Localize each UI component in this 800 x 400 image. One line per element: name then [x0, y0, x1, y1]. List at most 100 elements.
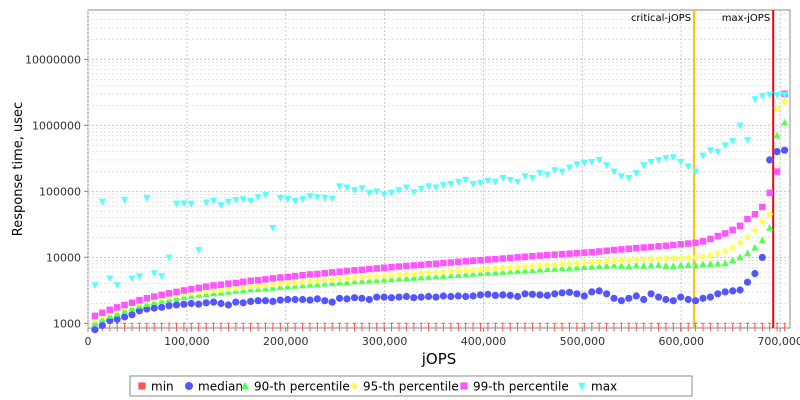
data-point — [558, 264, 566, 272]
data-point — [528, 290, 537, 298]
data-point — [425, 183, 433, 191]
data-point — [633, 244, 640, 252]
data-point — [217, 286, 225, 294]
data-series — [91, 90, 789, 334]
data-point — [217, 281, 225, 288]
data-point — [395, 293, 403, 301]
data-point — [121, 313, 129, 321]
data-point — [766, 210, 774, 218]
data-point — [506, 176, 514, 184]
data-point — [506, 291, 514, 299]
data-point — [692, 253, 700, 261]
data-point — [670, 241, 677, 249]
data-point — [239, 283, 247, 291]
data-point — [425, 269, 433, 277]
x-tick-label: 500,000 — [560, 335, 606, 348]
data-point — [128, 275, 136, 283]
data-point — [358, 266, 366, 273]
data-point — [662, 155, 670, 162]
y-tick-label: 10000 — [46, 251, 81, 264]
data-point — [543, 261, 551, 269]
data-point — [366, 265, 373, 273]
data-point — [239, 299, 247, 307]
data-point — [343, 274, 351, 282]
data-point — [647, 261, 655, 269]
data-point — [707, 235, 714, 243]
data-point — [781, 92, 789, 99]
data-point — [425, 292, 433, 301]
data-point — [462, 176, 470, 184]
data-point — [425, 261, 432, 268]
data-point — [514, 292, 522, 301]
data-point — [588, 258, 596, 266]
data-point — [187, 299, 195, 308]
x-tick-label: 700,000 — [757, 335, 800, 348]
data-point — [699, 252, 707, 261]
data-point — [647, 243, 655, 251]
data-point — [580, 160, 588, 167]
data-point — [477, 257, 484, 264]
data-point — [551, 264, 559, 272]
data-point — [387, 294, 396, 302]
data-point — [684, 261, 692, 269]
data-point — [195, 300, 203, 308]
data-point — [224, 198, 232, 206]
data-point — [350, 187, 359, 194]
data-point — [343, 295, 351, 303]
data-point — [677, 261, 685, 269]
data-point — [743, 278, 752, 286]
data-point — [439, 182, 447, 189]
data-point — [625, 245, 633, 252]
data-point — [373, 265, 380, 272]
data-point — [751, 96, 759, 104]
data-point — [677, 293, 685, 301]
data-point — [425, 273, 433, 280]
data-point — [254, 297, 262, 305]
data-point — [195, 247, 203, 254]
data-point — [610, 261, 618, 269]
data-point — [113, 315, 121, 323]
series-99-th-percentile — [91, 90, 788, 320]
data-point — [729, 244, 737, 252]
data-point — [766, 156, 774, 164]
data-point — [669, 262, 677, 270]
data-point — [721, 288, 729, 296]
data-point — [692, 297, 700, 305]
data-point — [588, 288, 596, 296]
data-point — [565, 260, 574, 268]
data-point — [543, 291, 551, 299]
data-point — [669, 297, 677, 305]
data-point — [172, 200, 181, 208]
data-point — [603, 247, 610, 254]
data-point — [291, 272, 299, 280]
data-point — [662, 242, 670, 249]
data-point — [254, 282, 262, 290]
data-point — [684, 295, 692, 304]
data-point — [380, 293, 388, 301]
plot-area — [87, 9, 791, 329]
data-point — [439, 272, 447, 279]
data-point — [439, 292, 447, 300]
data-point — [706, 147, 714, 155]
data-point — [714, 259, 722, 267]
data-point — [135, 273, 143, 281]
data-point — [499, 255, 506, 262]
data-point — [402, 184, 410, 192]
data-point — [276, 194, 284, 202]
data-point — [625, 256, 633, 264]
data-point — [603, 262, 611, 269]
legend-marker — [241, 381, 249, 390]
data-point — [106, 275, 114, 283]
data-point — [714, 232, 722, 240]
legend-label: 90-th percentile — [254, 380, 350, 394]
x-tick-label: 200,000 — [263, 335, 309, 348]
data-point — [751, 211, 759, 218]
data-point — [202, 287, 210, 295]
data-point — [536, 252, 544, 259]
data-point — [261, 297, 270, 305]
data-point — [536, 291, 544, 299]
data-point — [580, 263, 588, 270]
data-point — [736, 222, 744, 230]
data-point — [573, 259, 581, 267]
data-point — [276, 296, 284, 304]
